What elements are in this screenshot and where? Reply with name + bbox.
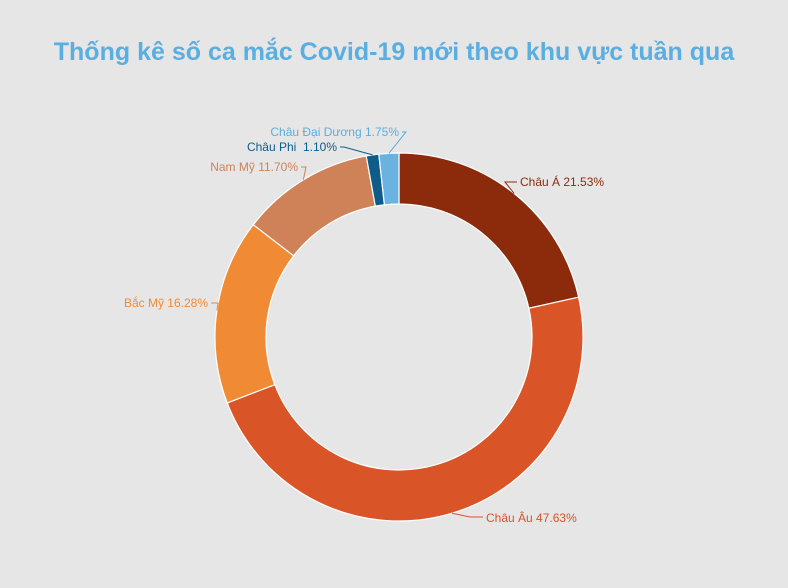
slice-chau-dai-duong xyxy=(378,152,400,206)
leader-line-chau-dai-duong xyxy=(388,131,408,154)
label-chau-phi: Châu Phi 1.10% xyxy=(247,140,337,154)
leader-lines-group xyxy=(211,131,517,518)
leader-line-chau-a xyxy=(503,181,517,194)
leader-line-chau-phi xyxy=(340,146,373,156)
label-chau-dai-duong: Châu Đại Dương 1.75% xyxy=(270,125,399,139)
label-chau-a: Châu Á 21.53% xyxy=(520,174,604,189)
chart-title: Thống kê số ca mắc Covid-19 mới theo khu… xyxy=(53,38,735,66)
leader-line-chau-au xyxy=(451,512,483,518)
label-bac-my: Bắc Mỹ 16.28% xyxy=(124,295,208,310)
slices-group xyxy=(214,152,584,522)
label-nam-my: Nam Mỹ 11.70% xyxy=(210,160,298,174)
label-chau-au: Châu Âu 47.63% xyxy=(486,510,577,525)
labels-group: Châu Á 21.53% Châu Âu 47.63% Bắc Mỹ 16.28%… xyxy=(124,125,604,525)
slice-bac-my xyxy=(214,223,295,404)
slice-chau-au xyxy=(226,296,584,522)
leader-line-nam-my xyxy=(301,166,307,180)
leader-line-bac-my xyxy=(211,302,219,311)
